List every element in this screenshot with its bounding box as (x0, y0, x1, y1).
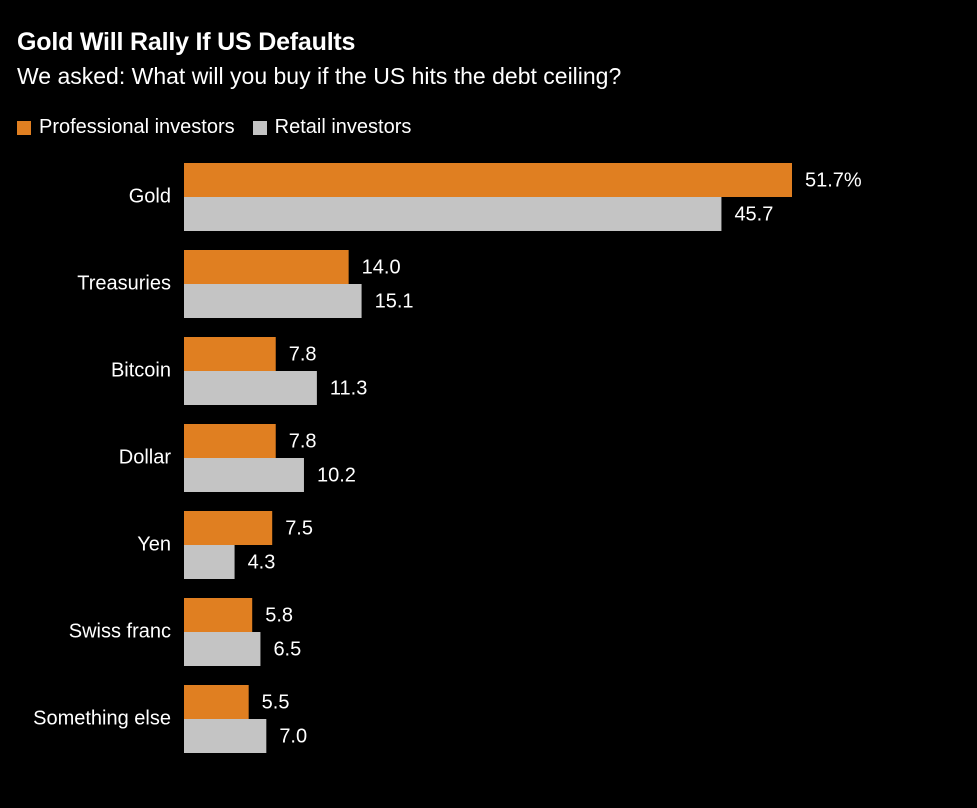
legend: Professional investors Retail investors (17, 116, 429, 139)
bar-professional-bitcoin (184, 337, 276, 371)
legend-swatch-retail (252, 120, 267, 135)
bar-retail-yen (184, 545, 235, 579)
category-label-bitcoin: Bitcoin (111, 359, 171, 381)
value-label-retail-something-else: 7.0 (279, 725, 307, 747)
category-label-something-else: Something else (33, 707, 171, 729)
legend-swatch-professional (17, 120, 31, 135)
value-label-retail-gold: 45.7 (734, 203, 773, 225)
bar-retail-bitcoin (184, 371, 317, 405)
value-label-professional-yen: 7.5 (285, 517, 313, 539)
value-label-professional-treasuries: 14.0 (362, 256, 401, 278)
value-label-retail-dollar: 10.2 (317, 464, 356, 486)
category-label-dollar: Dollar (119, 446, 172, 468)
value-label-retail-yen: 4.3 (248, 551, 276, 573)
bar-professional-gold (184, 163, 792, 197)
value-label-professional-swiss-franc: 5.8 (265, 604, 293, 626)
value-label-retail-bitcoin: 11.3 (330, 377, 367, 399)
bar-professional-dollar (184, 424, 276, 458)
value-label-professional-dollar: 7.8 (289, 430, 317, 452)
chart-subtitle: We asked: What will you buy if the US hi… (17, 63, 622, 89)
value-label-retail-swiss-franc: 6.5 (273, 638, 301, 660)
bar-retail-dollar (184, 458, 304, 492)
value-label-retail-treasuries: 15.1 (375, 290, 414, 312)
bar-retail-gold (184, 197, 722, 231)
bar-professional-something-else (184, 685, 249, 719)
bar-retail-swiss-franc (184, 632, 261, 666)
value-label-professional-bitcoin: 7.8 (289, 343, 317, 365)
value-label-professional-something-else: 5.5 (262, 691, 290, 713)
bar-professional-treasuries (184, 250, 349, 284)
category-label-treasuries: Treasuries (77, 272, 171, 294)
bar-retail-something-else (184, 719, 267, 753)
legend-item-professional: Professional investors (17, 116, 235, 139)
chart-title: Gold Will Rally If US Defaults (17, 28, 356, 56)
value-label-professional-gold: 51.7% (805, 169, 862, 191)
bar-retail-treasuries (184, 284, 362, 318)
category-label-swiss-franc: Swiss franc (69, 620, 171, 642)
legend-label-retail: Retail investors (274, 116, 412, 138)
bar-professional-yen (184, 511, 273, 545)
bar-professional-swiss-franc (184, 598, 253, 632)
legend-label-professional: Professional investors (39, 116, 235, 138)
category-label-gold: Gold (129, 185, 171, 207)
category-label-yen: Yen (137, 533, 171, 555)
legend-item-retail: Retail investors (252, 116, 412, 139)
